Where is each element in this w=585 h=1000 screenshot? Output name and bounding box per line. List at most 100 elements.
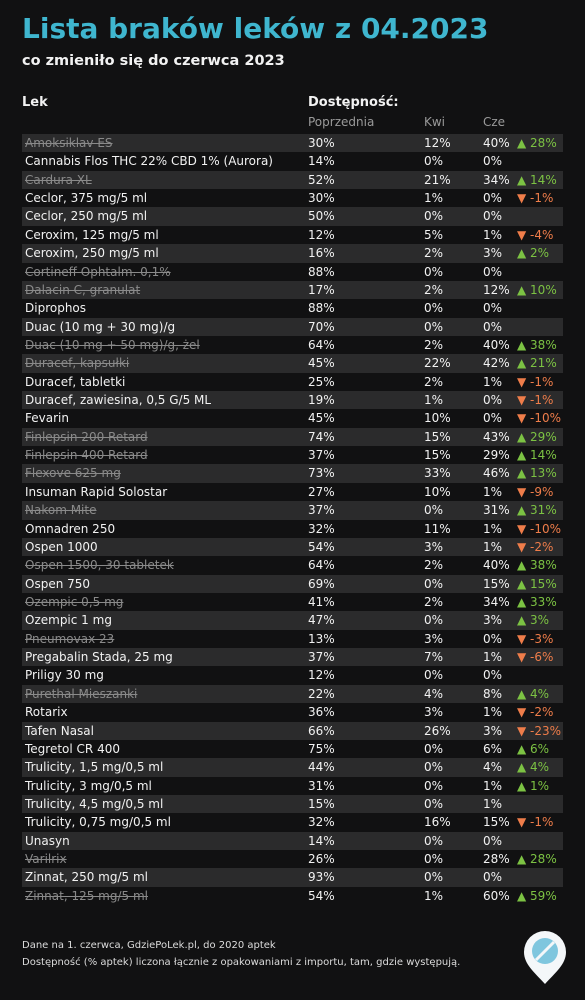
drug-name: Diprophos (25, 301, 87, 316)
table-row: Pneumovax 23 13% 3% 0% ▼ -3% (22, 630, 563, 648)
drug-name: Ospen 1500, 30 tabletek (25, 558, 174, 573)
change: ▼ -9% (517, 484, 554, 499)
table-row: Trulicity, 1,5 mg/0,5 ml 44% 0% 4% ▲ 4% (22, 758, 563, 777)
cell: 0% (483, 319, 503, 334)
cell: 0% (424, 668, 444, 683)
cell: 45% (308, 411, 335, 426)
change: ▼ -6% (517, 650, 554, 665)
cell: 60% (483, 888, 510, 903)
table-row: Ospen 1000 54% 3% 1% ▼ -2% (22, 537, 563, 557)
drug-name: Duac (10 mg + 30 mg)/g (25, 319, 176, 334)
table-row: Rotarix 36% 3% 1% ▼ -2% (22, 703, 563, 721)
cell: 40% (483, 558, 510, 573)
table-row: Nakom Mite 37% 0% 31% ▲ 31% (22, 501, 563, 520)
cell: 64% (308, 337, 335, 352)
cell: 12% (308, 227, 335, 242)
drug-name: Amoksiklav ES (25, 136, 113, 150)
cell: 0% (424, 613, 444, 628)
cell: 14% (308, 833, 335, 848)
change: ▲ 4% (517, 686, 550, 701)
cell: 0% (483, 154, 503, 169)
cell: 17% (308, 282, 335, 297)
change: ▲ 29% (517, 429, 557, 444)
table-row: Ceroxim, 250 mg/5 ml 16% 2% 3% ▲ 2% (22, 244, 563, 263)
drug-name: Ozempic 1 mg (25, 613, 112, 628)
change: ▼ -3% (517, 631, 554, 646)
cell: 11% (424, 521, 451, 536)
subtitle: co zmieniło się do czerwca 2023 (22, 53, 285, 69)
table-row: Duac (10 mg + 50 mg)/g, żel 64% 2% 40% ▲ 38% (22, 336, 563, 354)
cell: 0% (424, 741, 444, 756)
table-row: Pregabalin Stada, 25 mg 37% 7% 1% ▼ -6% (22, 648, 563, 667)
cell: 44% (308, 760, 335, 775)
cell: 0% (424, 870, 444, 885)
drug-name: Finlepsin 200 Retard (25, 429, 148, 444)
cell: 21% (424, 172, 451, 187)
drug-name: Trulicity, 4,5 mg/0,5 ml (25, 796, 164, 811)
table-row: Finlepsin 200 Retard 74% 15% 43% ▲ 29% (22, 427, 563, 447)
cell: 36% (308, 705, 335, 720)
drug-name: Rotarix (25, 705, 68, 720)
change: ▼ -1% (517, 374, 554, 389)
drug-name: Cardura XL (25, 172, 92, 187)
cell: 50% (308, 209, 335, 224)
cell: 0% (424, 503, 444, 518)
change: ▲ 2% (517, 246, 550, 261)
change: ▲ 33% (517, 594, 557, 609)
drug-name: Ceroxim, 250 mg/5 ml (25, 246, 159, 261)
cell: 1% (483, 484, 503, 499)
table-row: Dalacin C, granulat 17% 2% 12% ▲ 10% (22, 280, 563, 300)
change: ▲ 31% (517, 503, 557, 518)
table-row: Diprophos 88% 0% 0% (22, 299, 563, 317)
change: ▲ 6% (517, 741, 550, 756)
cell: 0% (424, 264, 444, 279)
cell: 14% (308, 154, 335, 169)
cell: 6% (483, 741, 503, 756)
cell: 88% (308, 301, 335, 316)
title: Lista braków leków z 04.2023 (22, 12, 489, 45)
column-subheader: Cze (483, 115, 506, 129)
cell: 10% (424, 484, 451, 499)
drug-name: Duracef, zawiesina, 0,5 G/5 ML (25, 393, 212, 408)
cell: 15% (424, 429, 451, 444)
change: ▼ -10% (517, 521, 562, 536)
cell: 1% (424, 191, 444, 206)
cell: 1% (483, 778, 503, 793)
cell: 1% (424, 888, 444, 903)
change: ▲ 13% (517, 466, 557, 481)
cell: 34% (483, 594, 510, 609)
change: ▲ 4% (517, 760, 550, 775)
cell: 2% (424, 374, 444, 389)
cell: 70% (308, 319, 335, 334)
footnote: Dane na 1. czerwca, GdziePoLek.pl, do 20… (22, 940, 276, 951)
drug-name: Zinnat, 125 mg/5 ml (25, 888, 148, 903)
cell: 0% (424, 778, 444, 793)
cell: 32% (308, 521, 335, 536)
table-row: Unasyn 14% 0% 0% (22, 831, 563, 851)
drug-name: Ozempic 0,5 mg (25, 594, 124, 609)
drug-name: Trulicity, 0,75 mg/0,5 ml (25, 815, 171, 830)
cell: 0% (424, 760, 444, 775)
cell: 0% (424, 796, 444, 811)
drug-name: Ceclor, 250 mg/5 ml (25, 209, 148, 224)
cell: 28% (483, 852, 510, 867)
change: ▲ 14% (517, 172, 557, 187)
logo (524, 931, 566, 984)
table-row: Ospen 750 69% 0% 15% ▲ 15% (22, 574, 563, 593)
drug-name: Unasyn (25, 833, 70, 848)
table-row: Ozempic 1 mg 47% 0% 3% ▲ 3% (22, 611, 563, 630)
cell: 40% (483, 136, 510, 150)
cell: 1% (483, 650, 503, 665)
cell: 64% (308, 558, 335, 573)
cell: 0% (483, 264, 503, 279)
cell: 30% (308, 136, 335, 150)
column-header: Lek (22, 95, 48, 110)
drug-name: Duac (10 mg + 50 mg)/g, żel (25, 337, 200, 352)
cell: 47% (308, 613, 335, 628)
cell: 34% (483, 172, 510, 187)
change: ▲ 3% (517, 613, 550, 628)
cell: 40% (483, 337, 510, 352)
cell: 2% (424, 282, 444, 297)
change: ▲ 59% (517, 888, 557, 903)
table-row: Fevarin 45% 10% 0% ▼ -10% (22, 409, 563, 427)
